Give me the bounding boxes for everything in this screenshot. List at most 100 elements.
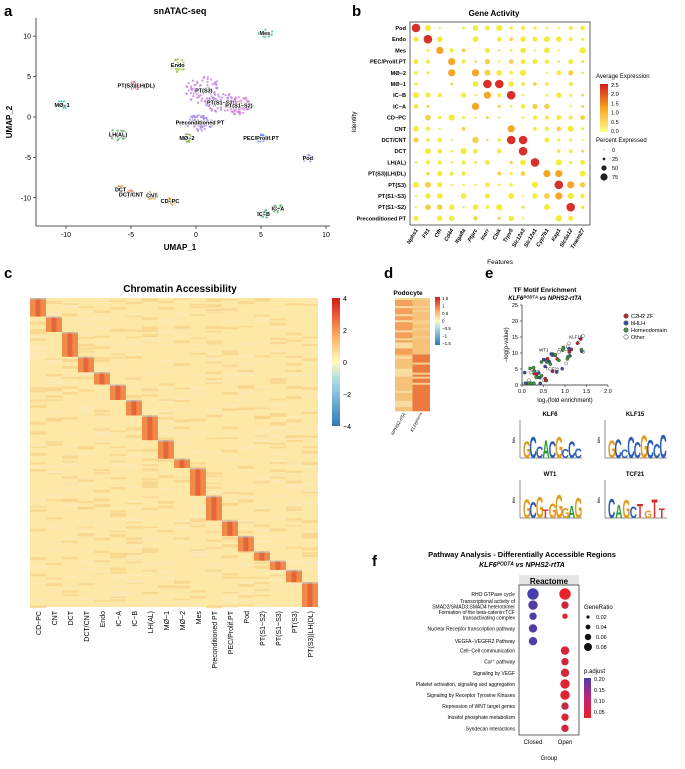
- heatmap-noise: [302, 387, 318, 391]
- heatmap-noise: [126, 435, 142, 439]
- umap-point: [230, 99, 233, 102]
- tf-motif-point: [561, 345, 566, 350]
- heatmap-noise: [254, 428, 270, 431]
- tf-motif-point-label: WT1: [539, 347, 549, 352]
- motif-logo-letter: C: [614, 435, 621, 464]
- heatmap-noise: [190, 596, 206, 599]
- heatmap-noise: [62, 504, 78, 508]
- heatmap-noise: [270, 569, 286, 573]
- podocyte-cell: [412, 308, 430, 311]
- dotplot-dot: [450, 183, 453, 186]
- heatmap-noise: [78, 343, 94, 347]
- heatmap-noise: [126, 486, 142, 489]
- umap-point: [270, 33, 273, 36]
- umap-point: [200, 99, 203, 102]
- heatmap-noise: [238, 519, 254, 523]
- podocyte-cell: [412, 374, 430, 377]
- dotplot-dot: [450, 138, 453, 142]
- heatmap-noise: [30, 405, 46, 408]
- umap-point: [119, 135, 123, 139]
- heatmap-noise: [46, 389, 62, 392]
- podocyte-cell: [412, 354, 430, 357]
- heatmap-noise: [126, 592, 142, 595]
- heatmap-noise: [238, 410, 254, 413]
- heatmap-noise: [94, 398, 110, 401]
- heatmap-noise: [190, 550, 206, 554]
- heatmap-noise: [94, 351, 110, 355]
- umap-point: [196, 129, 199, 132]
- heatmap-column-label: Pod: [244, 611, 251, 624]
- podocyte-cell: [395, 322, 413, 325]
- heatmap-noise: [126, 561, 142, 564]
- dotplot-dot: [425, 114, 431, 121]
- heatmap-noise: [270, 459, 286, 463]
- heatmap-noise: [286, 423, 302, 425]
- heatmap-noise: [270, 307, 286, 311]
- podocyte-cell: [395, 368, 413, 371]
- heatmap-noise: [222, 578, 238, 580]
- dotplot-feature-label: Nphs1: [406, 228, 420, 246]
- heatmap-noise: [78, 597, 94, 600]
- umap-point: [230, 110, 234, 113]
- dotplot-row-label: PT(S3)|LH(DL): [368, 172, 406, 178]
- dotplot-dot: [544, 137, 550, 143]
- heatmap-block-core: [227, 520, 233, 536]
- motif-logo-letter: A: [542, 437, 549, 465]
- heatmap-noise: [174, 433, 190, 436]
- heatmap-noise: [46, 526, 62, 530]
- umap-cluster-15: [165, 197, 177, 206]
- podocyte-cell: [395, 374, 413, 377]
- dotplot-dot: [461, 59, 466, 64]
- heatmap-noise: [94, 432, 110, 435]
- dotplot-dot: [568, 26, 573, 30]
- heatmap-block-core: [211, 495, 217, 521]
- tf-motif-subtitle: KLF6ᴾᴼᴰᵀᴬ vs NPHS2-rtTA: [508, 294, 582, 302]
- tf-motif-point: [527, 378, 531, 383]
- heatmap-noise: [62, 392, 78, 395]
- dotplot-dot: [544, 59, 550, 64]
- umap-point: [196, 127, 199, 130]
- dotplot-feature-label: Itga8a: [454, 228, 467, 245]
- heatmap-noise: [302, 552, 318, 555]
- dotplot-dot: [426, 48, 430, 52]
- motif-logo-ylabel: Bits: [597, 497, 601, 503]
- umap-point: [185, 122, 188, 125]
- heatmap-noise: [30, 387, 46, 390]
- umap-point: [279, 209, 283, 212]
- heatmap-noise: [78, 405, 94, 409]
- dotplot-dot: [521, 82, 525, 86]
- dotplot-dot: [520, 171, 526, 176]
- heatmap-noise: [302, 465, 318, 469]
- podocyte-cell: [412, 324, 430, 327]
- percent-expressed-tick: 75: [612, 175, 618, 181]
- dotplot-dot: [461, 92, 467, 98]
- podocyte-cell: [395, 316, 413, 319]
- podocyte-cell: [412, 310, 430, 313]
- percent-expressed-legend-title: Percent Expressed: [596, 138, 647, 144]
- heatmap-column-label: MØ−2: [180, 611, 187, 630]
- podocyte-cell: [412, 408, 430, 412]
- dotplot-dot: [506, 135, 516, 145]
- heatmap-noise: [286, 363, 302, 366]
- umap-point: [218, 95, 221, 98]
- dotplot-dot: [414, 206, 418, 209]
- heatmap-noise: [126, 502, 142, 505]
- heatmap-noise: [222, 364, 238, 367]
- umap-point: [212, 99, 216, 102]
- heatmap-noise: [30, 329, 46, 332]
- heatmap-noise: [238, 577, 254, 579]
- umap-point: [148, 195, 152, 198]
- umap-point: [276, 210, 279, 214]
- tf-motif-point: [532, 369, 537, 373]
- dotplot-row-label: PT(S3): [388, 183, 406, 189]
- heatmap-noise: [62, 359, 78, 362]
- umap-ytick: 5: [27, 74, 31, 81]
- heatmap-noise: [190, 450, 206, 454]
- heatmap-noise: [110, 567, 126, 571]
- podocyte-cell: [395, 302, 413, 305]
- dotplot-dot: [498, 183, 501, 187]
- chromatin-title: Chromatin Accessibility: [123, 284, 237, 295]
- heatmap-noise: [206, 491, 222, 494]
- heatmap-noise: [190, 337, 206, 339]
- heatmap-noise: [126, 517, 142, 521]
